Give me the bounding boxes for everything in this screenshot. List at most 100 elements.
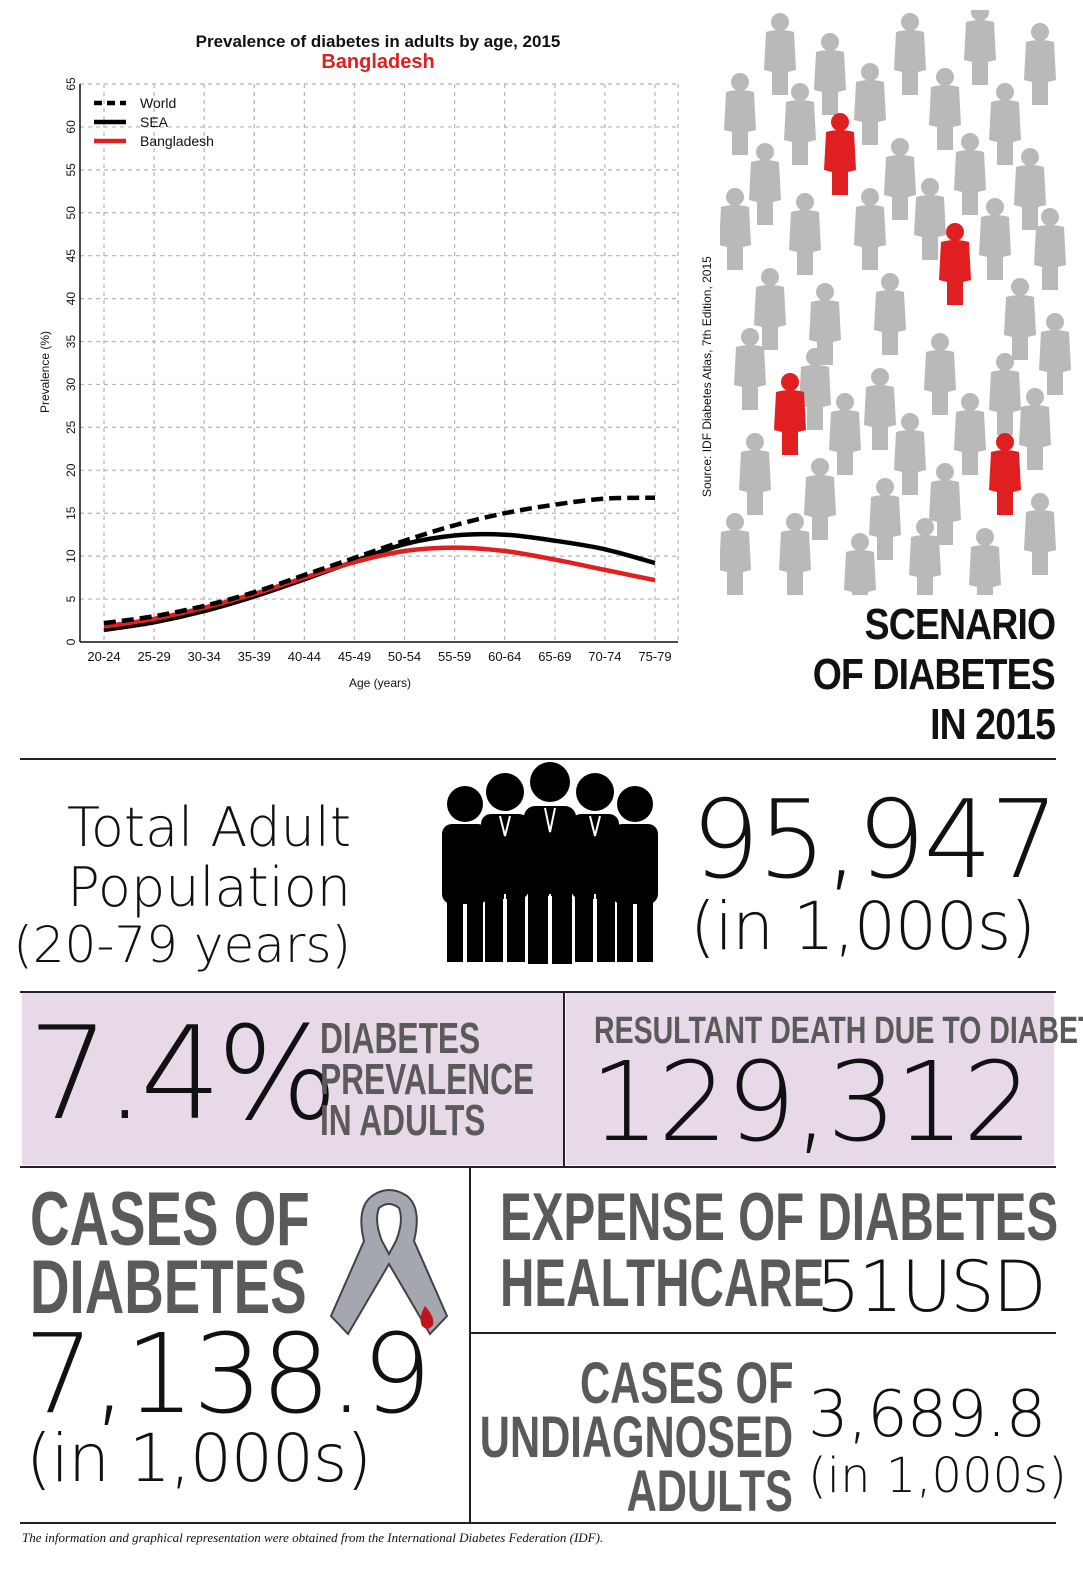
crowd-svg bbox=[719, 3, 1071, 615]
scenario-line-2: OF DIABETES bbox=[812, 650, 1056, 699]
y-tick-label: 0 bbox=[64, 638, 78, 645]
y-tick-label: 40 bbox=[64, 292, 78, 306]
undiagnosed-unit: (in 1,000s) bbox=[808, 1448, 1067, 1504]
y-tick-label: 20 bbox=[64, 463, 78, 477]
y-tick-label: 25 bbox=[64, 420, 78, 434]
scenario-line-3: IN 2015 bbox=[929, 700, 1056, 749]
person-figure bbox=[1034, 208, 1066, 290]
source-text: Source: IDF Diabetes Atlas, 7th Edition,… bbox=[700, 256, 714, 497]
person-figure-red bbox=[824, 113, 856, 195]
x-tick-label: 45-49 bbox=[338, 649, 371, 664]
person-figure bbox=[894, 13, 926, 95]
x-tick-label: 75-79 bbox=[638, 649, 671, 664]
cases-label-2: DIABETES bbox=[30, 1245, 307, 1330]
person-figure bbox=[1019, 388, 1051, 470]
person-figure bbox=[989, 353, 1021, 435]
x-tick-label: 65-69 bbox=[538, 649, 571, 664]
person-figure bbox=[874, 273, 906, 355]
y-tick-label: 50 bbox=[64, 206, 78, 220]
y-tick-label: 30 bbox=[64, 377, 78, 391]
divider-bottom-vertical bbox=[469, 1166, 471, 1522]
divider-top bbox=[20, 758, 1056, 760]
person-figure bbox=[779, 513, 811, 595]
x-tick-label: 30-34 bbox=[188, 649, 221, 664]
person-figure bbox=[829, 393, 861, 475]
person-figure bbox=[719, 188, 751, 270]
prevalence-label-2: PREVALENCE bbox=[320, 1055, 535, 1104]
chart-svg: 0 5 10 15 20 25 30 35 40 45 50 55 60 65 20-24 25-29 30-3… bbox=[38, 32, 679, 690]
person-figure bbox=[1039, 313, 1071, 395]
undiagnosed-label-1: CASES OF bbox=[579, 1351, 793, 1416]
x-tick-label: 50-54 bbox=[388, 649, 421, 664]
undiagnosed-label-2: UNDIAGNOSED bbox=[479, 1405, 793, 1470]
person-figure bbox=[894, 413, 926, 495]
x-tick-label: 40-44 bbox=[288, 649, 321, 664]
divider-mid-2 bbox=[20, 1166, 1056, 1168]
person-figure bbox=[969, 528, 1001, 610]
population-value: 95,947 bbox=[691, 778, 1059, 903]
person-figure bbox=[754, 268, 786, 350]
person-figure bbox=[864, 368, 896, 450]
person-figure bbox=[954, 133, 986, 215]
y-tick-label: 35 bbox=[64, 335, 78, 349]
prevalence-chart: 0 5 10 15 20 25 30 35 40 45 50 55 60 65 20-24 25-29 30-3… bbox=[0, 0, 700, 700]
y-tick-label: 45 bbox=[64, 249, 78, 263]
person-figure bbox=[1024, 493, 1056, 575]
person-figure bbox=[964, 3, 996, 85]
person-figure bbox=[719, 513, 751, 595]
legend-label-world: World bbox=[140, 95, 176, 111]
deaths-label: RESULTANT DEATH DUE TO DIABETES bbox=[594, 1010, 1083, 1052]
person-figure bbox=[884, 138, 916, 220]
person-figure-red bbox=[989, 433, 1021, 515]
prevalence-panel bbox=[22, 993, 563, 1165]
cases-label-1: CASES OF bbox=[30, 1177, 310, 1262]
expense-value: 51USD bbox=[816, 1246, 1047, 1328]
chart-title: Prevalence of diabetes in adults by age,… bbox=[196, 32, 561, 51]
person-figure bbox=[749, 143, 781, 225]
person-figure-red bbox=[939, 223, 971, 305]
crowd-illustration bbox=[719, 3, 1075, 615]
series-line-world bbox=[103, 495, 656, 626]
y-tick-label: 10 bbox=[64, 549, 78, 563]
prevalence-value: 7.4% bbox=[28, 1000, 338, 1149]
person-figure bbox=[789, 193, 821, 275]
person-figure bbox=[799, 348, 831, 430]
population-unit: (in 1,000s) bbox=[690, 888, 1036, 965]
source-wrapper: Source: IDF Diabetes Atlas, 7th Edition,… bbox=[700, 222, 722, 497]
person-figure bbox=[924, 333, 956, 415]
awareness-ribbon-icon bbox=[322, 1186, 457, 1346]
person-figure bbox=[844, 533, 876, 615]
person-figure bbox=[989, 83, 1021, 165]
divider-pink-vertical bbox=[563, 991, 565, 1167]
x-tick-label: 25-29 bbox=[137, 649, 170, 664]
footnote: The information and graphical representa… bbox=[22, 1530, 604, 1545]
person-figure bbox=[724, 73, 756, 155]
person-figure bbox=[909, 518, 941, 600]
person-figure bbox=[854, 63, 886, 145]
population-label-2: Population bbox=[67, 856, 351, 919]
series-line-sea bbox=[103, 531, 656, 633]
cases-value: 7,138.9 bbox=[24, 1310, 432, 1438]
person-figure bbox=[1024, 23, 1056, 105]
prevalence-label-1: DIABETES bbox=[320, 1014, 481, 1063]
people-group-icon bbox=[425, 762, 675, 967]
undiagnosed-value: 3,689.8 bbox=[808, 1378, 1046, 1452]
prevalence-label-3: IN ADULTS bbox=[320, 1096, 486, 1145]
scenario-line-1: SCENARIO bbox=[864, 600, 1055, 649]
person-figure bbox=[869, 478, 901, 560]
divider-mid-1 bbox=[20, 991, 1056, 993]
deaths-value: 129,312 bbox=[590, 1038, 1033, 1166]
x-tick-label: 55-59 bbox=[438, 649, 471, 664]
person-figure bbox=[929, 68, 961, 150]
legend-label-bangladesh: Bangladesh bbox=[140, 133, 214, 149]
person-figure bbox=[979, 198, 1011, 280]
y-axis-title: Prevalence (%) bbox=[38, 331, 52, 413]
person-figure bbox=[734, 328, 766, 410]
population-label-1: Total Adult bbox=[67, 796, 351, 859]
person-figure bbox=[1004, 278, 1036, 360]
legend-label-sea: SEA bbox=[140, 114, 169, 130]
expense-label-2: HEALTHCARE bbox=[500, 1245, 825, 1321]
y-tick-label: 5 bbox=[64, 595, 78, 602]
x-tick-label: 60-64 bbox=[488, 649, 521, 664]
person-figure bbox=[954, 393, 986, 475]
